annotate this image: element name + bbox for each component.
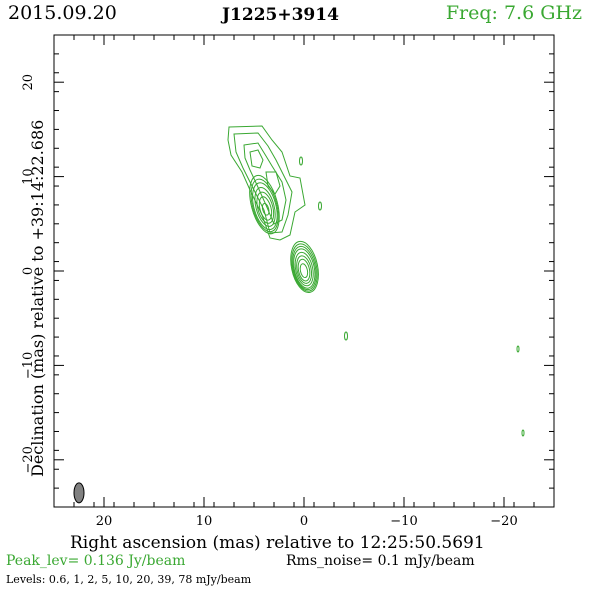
peak-level: Peak_lev= 0.136 Jy/beam xyxy=(6,553,186,569)
extended-contour xyxy=(227,125,306,241)
beam-ellipse-group xyxy=(73,482,85,504)
extended-contour xyxy=(233,132,293,234)
beam-ellipse xyxy=(73,482,85,504)
x-tick-label: 10 xyxy=(196,514,213,529)
tick-labels: 20 20 10 10 0 0 −10 −10 −20 −20 xyxy=(21,74,518,529)
jet-contour xyxy=(249,174,280,235)
core-contour xyxy=(292,245,317,291)
y-tick-label: −10 xyxy=(21,352,36,379)
plot-frame xyxy=(53,34,555,508)
noise-contour xyxy=(344,331,348,341)
epoch-date: 2015.09.20 xyxy=(8,2,117,24)
noise-contour xyxy=(299,156,303,166)
core-contour xyxy=(290,240,319,294)
axis-ticks xyxy=(53,34,555,508)
jet-contour xyxy=(254,186,276,227)
jet-contour xyxy=(261,202,270,216)
jet-contour xyxy=(250,178,279,233)
core-contour xyxy=(299,263,309,279)
x-axis-label: Right ascension (mas) relative to 12:25:… xyxy=(70,533,485,553)
extended-contour xyxy=(265,171,281,195)
y-tick-label: 10 xyxy=(21,168,36,185)
jet-contour xyxy=(256,191,275,224)
contour-levels: Levels: 0.6, 1, 2, 5, 10, 20, 39, 78 mJy… xyxy=(6,573,252,586)
noise-contour xyxy=(318,201,322,211)
x-tick-label: −10 xyxy=(390,514,417,529)
extended-contour xyxy=(249,149,264,169)
core-contour xyxy=(297,258,311,282)
rms-noise: Rms_noise= 0.1 mJy/beam xyxy=(286,553,475,569)
contour-layer xyxy=(227,125,525,437)
frequency-label: Freq: 7.6 GHz xyxy=(445,2,582,24)
y-tick-label: −20 xyxy=(21,446,36,473)
y-tick-label: 0 xyxy=(21,267,36,275)
x-tick-label: 20 xyxy=(96,514,113,529)
core-contour xyxy=(293,248,316,289)
core-contour xyxy=(296,255,313,284)
x-tick-label: −20 xyxy=(490,514,517,529)
y-tick-label: 20 xyxy=(21,74,36,91)
extended-contour xyxy=(243,142,287,225)
noise-contour xyxy=(521,429,525,437)
noise-contour xyxy=(516,345,520,353)
core-contour xyxy=(294,251,314,287)
jet-contour xyxy=(252,182,278,231)
core-contour xyxy=(291,243,318,292)
y-axis-label: Declination (mas) relative to +39:14:22.… xyxy=(28,119,47,477)
source-name: J1225+3914 xyxy=(222,5,339,25)
x-tick-label: 0 xyxy=(300,514,308,529)
